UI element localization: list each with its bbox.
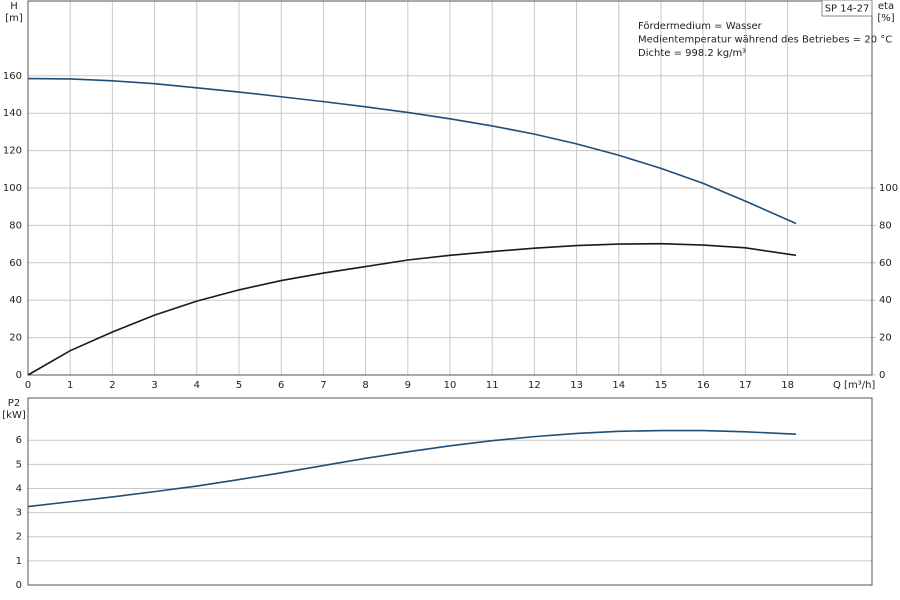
y-axis-label: [m] [5, 13, 23, 24]
y-tick-label: 120 [3, 146, 22, 157]
y2-tick-label: 80 [879, 220, 892, 231]
y-tick-label: 0 [16, 580, 22, 591]
y2-axis-label: [%] [877, 13, 894, 24]
y2-tick-label: 100 [879, 183, 898, 194]
y2-tick-label: 0 [879, 370, 885, 381]
x-axis-label: Q [m³/h] [833, 380, 875, 391]
y-tick-label: 60 [9, 258, 22, 269]
x-tick-label: 6 [278, 380, 284, 391]
x-tick-label: 18 [781, 380, 794, 391]
y-tick-label: 140 [3, 108, 22, 119]
y-tick-label: 2 [16, 532, 22, 543]
y-tick-label: 40 [9, 295, 22, 306]
x-tick-label: 2 [109, 380, 115, 391]
x-tick-label: 5 [236, 380, 242, 391]
y-tick-label: 5 [16, 459, 22, 470]
x-tick-label: 11 [486, 380, 499, 391]
x-tick-label: 15 [655, 380, 668, 391]
curve [27, 77, 797, 225]
annotation: Fördermedium = Wasser [638, 21, 763, 32]
y-tick-label: 6 [16, 435, 22, 446]
x-tick-label: 0 [25, 380, 31, 391]
y-tick-label: 3 [16, 508, 22, 519]
title-box [821, 0, 873, 17]
y-tick-label: 100 [3, 183, 22, 194]
x-tick-label: 16 [697, 380, 710, 391]
y-tick-label: 1 [16, 556, 22, 567]
x-tick-label: 9 [405, 380, 411, 391]
x-tick-label: 12 [528, 380, 541, 391]
y-axis-label: H [10, 1, 18, 12]
x-tick-label: 17 [739, 380, 752, 391]
y-axis-label: [kW] [2, 410, 26, 421]
x-tick-label: 8 [362, 380, 368, 391]
annotation: Dichte = 998.2 kg/m³ [638, 48, 746, 59]
annotation: Medientemperatur während des Betriebes =… [638, 35, 892, 46]
y2-axis-label: eta [878, 1, 894, 12]
y-tick-label: 80 [9, 220, 22, 231]
y-tick-label: 4 [16, 483, 22, 494]
x-tick-label: 10 [444, 380, 457, 391]
x-tick-label: 13 [570, 380, 583, 391]
y-tick-label: 160 [3, 71, 22, 82]
y2-tick-label: 40 [879, 295, 892, 306]
plot-frame [27, 0, 873, 376]
curve [27, 242, 797, 376]
x-tick-label: 7 [320, 380, 326, 391]
plot-frame [27, 397, 873, 586]
x-tick-label: 3 [151, 380, 157, 391]
x-tick-label: 14 [612, 380, 625, 391]
curve [27, 429, 797, 508]
y2-tick-label: 20 [879, 333, 892, 344]
y-axis-label: P2 [8, 398, 20, 409]
y-tick-label: 20 [9, 333, 22, 344]
y2-tick-label: 60 [879, 258, 892, 269]
x-tick-label: 1 [67, 380, 73, 391]
x-tick-label: 4 [194, 380, 200, 391]
chart-title: SP 14-27 [825, 4, 870, 15]
y-tick-label: 0 [16, 370, 22, 381]
